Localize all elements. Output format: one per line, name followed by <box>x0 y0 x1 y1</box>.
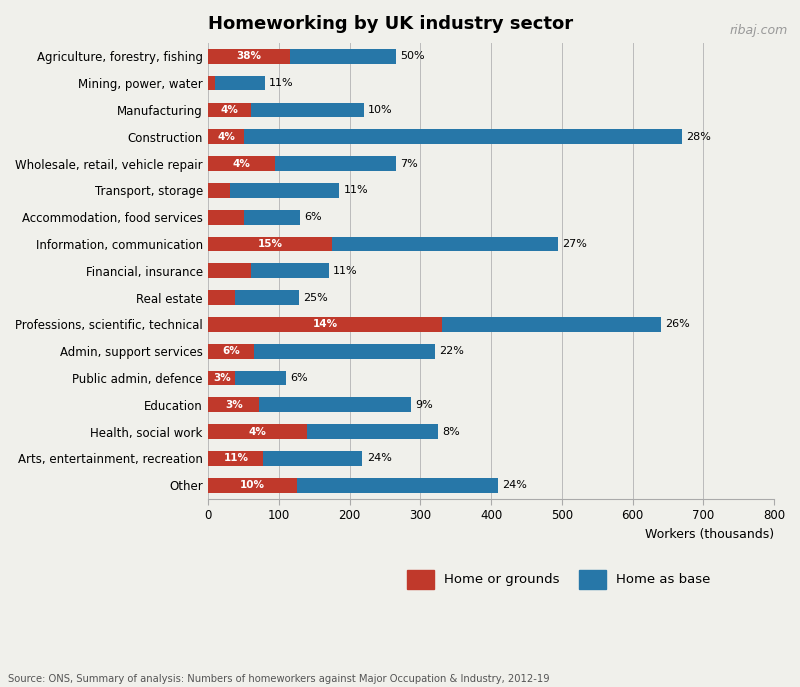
Bar <box>307 425 438 439</box>
Bar <box>208 425 307 439</box>
Bar <box>208 290 235 305</box>
Text: 7%: 7% <box>400 159 418 168</box>
Text: 11%: 11% <box>333 266 358 275</box>
Text: 15%: 15% <box>258 239 282 249</box>
Text: Homeworking by UK industry sector: Homeworking by UK industry sector <box>208 15 574 33</box>
Text: 6%: 6% <box>290 373 308 383</box>
Text: 6%: 6% <box>305 212 322 222</box>
Bar <box>275 156 396 171</box>
Bar <box>259 398 411 412</box>
Bar <box>250 102 364 117</box>
Text: ribaj.com: ribaj.com <box>730 24 788 37</box>
Bar <box>235 371 286 385</box>
Text: 4%: 4% <box>221 105 238 115</box>
Bar <box>208 156 275 171</box>
Bar <box>208 129 244 144</box>
Text: 27%: 27% <box>562 239 587 249</box>
Bar <box>230 183 339 198</box>
Bar <box>208 317 442 332</box>
Bar <box>254 344 434 359</box>
Bar <box>208 371 235 385</box>
Text: 4%: 4% <box>249 427 266 437</box>
Bar <box>208 478 297 493</box>
Bar <box>442 317 661 332</box>
Text: 3%: 3% <box>213 373 230 383</box>
Text: 11%: 11% <box>269 78 294 88</box>
Bar <box>208 102 250 117</box>
Text: 4%: 4% <box>217 132 235 142</box>
Legend: Home or grounds, Home as base: Home or grounds, Home as base <box>402 565 716 594</box>
Bar <box>244 129 682 144</box>
Text: 8%: 8% <box>442 427 460 437</box>
Text: 6%: 6% <box>222 346 240 357</box>
Text: 25%: 25% <box>303 293 328 302</box>
Text: 50%: 50% <box>400 52 425 61</box>
Bar <box>208 263 250 278</box>
Bar <box>208 49 290 64</box>
Bar <box>208 183 230 198</box>
Bar <box>208 344 254 359</box>
Text: 10%: 10% <box>368 105 393 115</box>
Text: 11%: 11% <box>223 453 248 464</box>
Text: 14%: 14% <box>313 319 338 330</box>
Text: 38%: 38% <box>237 52 262 61</box>
Text: 3%: 3% <box>225 400 242 410</box>
Text: 24%: 24% <box>366 453 391 464</box>
Text: 11%: 11% <box>343 185 368 195</box>
Text: Source: ONS, Summary of analysis: Numbers of homeworkers against Major Occupatio: Source: ONS, Summary of analysis: Number… <box>8 673 550 684</box>
Text: 26%: 26% <box>665 319 690 330</box>
Bar <box>244 210 300 225</box>
Bar <box>208 76 215 91</box>
Bar <box>208 210 244 225</box>
Bar <box>208 451 263 466</box>
Text: 9%: 9% <box>415 400 434 410</box>
Bar <box>250 263 329 278</box>
Bar <box>332 236 558 251</box>
Bar <box>297 478 498 493</box>
Text: 10%: 10% <box>240 480 265 491</box>
Bar <box>208 236 332 251</box>
Bar <box>235 290 299 305</box>
Bar <box>215 76 265 91</box>
X-axis label: Workers (thousands): Workers (thousands) <box>645 528 774 541</box>
Text: 22%: 22% <box>439 346 464 357</box>
Bar <box>263 451 362 466</box>
Text: 28%: 28% <box>686 132 711 142</box>
Bar <box>290 49 396 64</box>
Text: 24%: 24% <box>502 480 527 491</box>
Text: 4%: 4% <box>233 159 251 168</box>
Bar <box>208 398 259 412</box>
